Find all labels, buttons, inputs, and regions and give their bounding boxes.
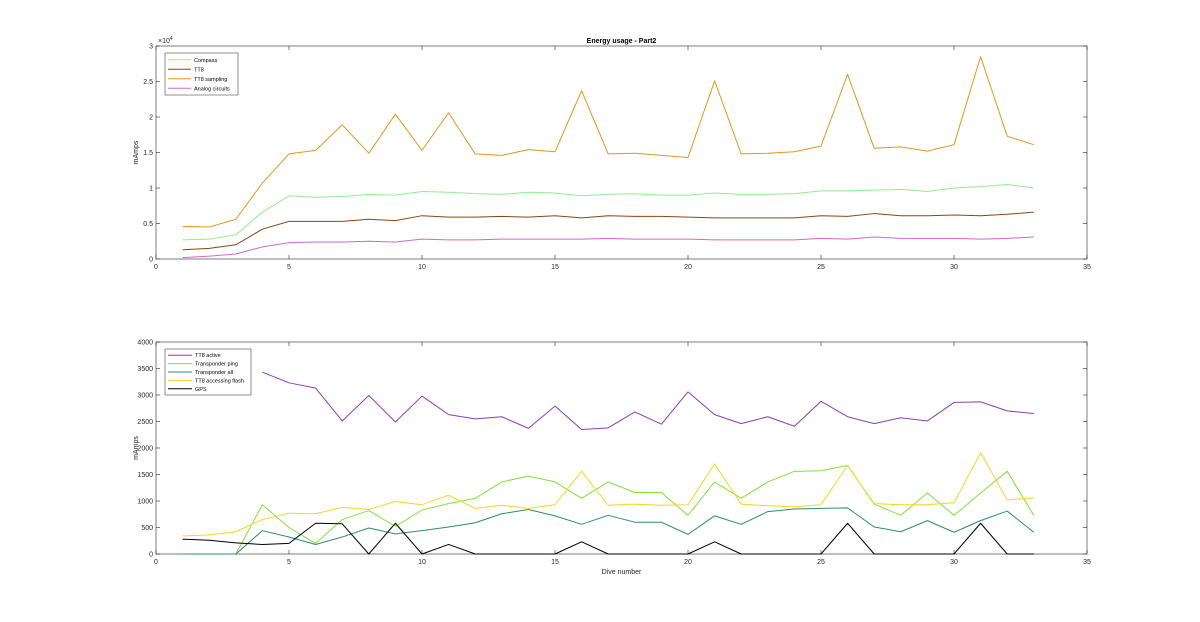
legend-entry: Transponder all xyxy=(195,370,233,376)
series-line-tt8-active xyxy=(262,371,1034,430)
x-tick-label: 5 xyxy=(287,559,291,566)
x-axis-label: Dive number xyxy=(602,569,642,576)
x-tick-label: 10 xyxy=(418,559,426,566)
x-tick-label: 30 xyxy=(950,559,958,566)
y-tick-label: 2.5 xyxy=(143,79,153,86)
y-tick-label: 3000 xyxy=(137,393,153,400)
y-tick-label: 0 xyxy=(149,552,153,559)
x-tick-label: 0 xyxy=(154,559,158,566)
x-tick-label: 20 xyxy=(684,559,692,566)
series-line-tt8-sampling xyxy=(182,56,1034,228)
plot-area xyxy=(155,341,1088,555)
y-tick-label: 500 xyxy=(141,525,153,532)
y-tick-label: 1500 xyxy=(137,472,153,479)
series-line-tt8-accessing-flash xyxy=(182,452,1034,537)
legend-entry: TT8 accessing flash xyxy=(195,378,244,384)
x-tick-label: 35 xyxy=(1083,264,1091,271)
y-tick-label: 3500 xyxy=(137,366,153,373)
x-tick-label: 0 xyxy=(154,264,158,271)
y-tick-label: 2 xyxy=(149,115,153,122)
series-line-transponder-all xyxy=(182,507,1035,555)
x-tick-label: 30 xyxy=(950,264,958,271)
top-chart-panel: 0 5 10 15 20 25 30 35 0 0.5 1 1.5 2 2.5 3 ×104 Energy us… xyxy=(133,36,1091,271)
x-tick-label: 20 xyxy=(684,264,692,271)
y-tick-label: 1.5 xyxy=(143,150,153,157)
series-line-tt8 xyxy=(182,211,1034,251)
x-tick-label: 15 xyxy=(551,559,559,566)
x-tick-label: 35 xyxy=(1083,559,1091,566)
y-tick-label: 1000 xyxy=(137,499,153,506)
y-tick-label: 1 xyxy=(149,186,153,193)
bottom-chart-panel: 0 5 10 15 20 25 30 35 0 500 1000 1500 2000 2500 3000 35… xyxy=(133,340,1091,577)
legend: Compass TT8 TT8 sampling Analog circuits xyxy=(164,52,239,96)
y-axis-label: mAmps xyxy=(133,436,140,460)
x-tick-label: 15 xyxy=(551,264,559,271)
y-tick-label: 2000 xyxy=(137,446,153,453)
series-line-transponder-ping xyxy=(182,464,1035,555)
x-tick-label: 10 xyxy=(418,264,426,271)
legend-entry: Transponder ping xyxy=(195,362,238,368)
series-line-gps xyxy=(182,522,1034,555)
legend-entry: TT8 xyxy=(194,67,204,73)
x-tick-label: 5 xyxy=(287,264,291,271)
legend-entry: Compass xyxy=(194,58,217,64)
series-line-compass xyxy=(182,183,1034,241)
plot-area xyxy=(155,45,1088,260)
y-tick-label: 2500 xyxy=(137,419,153,426)
legend-entry: Analog circuits xyxy=(194,86,230,92)
x-tick-label: 25 xyxy=(817,559,825,566)
legend-entry: TT8 active xyxy=(195,353,221,359)
legend-entry: TT8 sampling xyxy=(194,77,227,83)
y-tick-label: 0 xyxy=(149,257,153,264)
legend: TT8 active Transponder ping Transponder al… xyxy=(164,348,252,396)
y-tick-label: 3 xyxy=(149,44,153,51)
series-line-analog-circuits xyxy=(182,236,1034,259)
legend-entry: GPS xyxy=(195,387,207,393)
chart-title: Energy usage - Part2 xyxy=(587,38,657,45)
y-tick-label: 4000 xyxy=(137,340,153,347)
y-tick-label: 0.5 xyxy=(143,221,153,228)
y-exponent-label: ×104 xyxy=(158,36,173,45)
y-axis-label: mAmps xyxy=(133,140,140,164)
x-tick-label: 25 xyxy=(817,264,825,271)
